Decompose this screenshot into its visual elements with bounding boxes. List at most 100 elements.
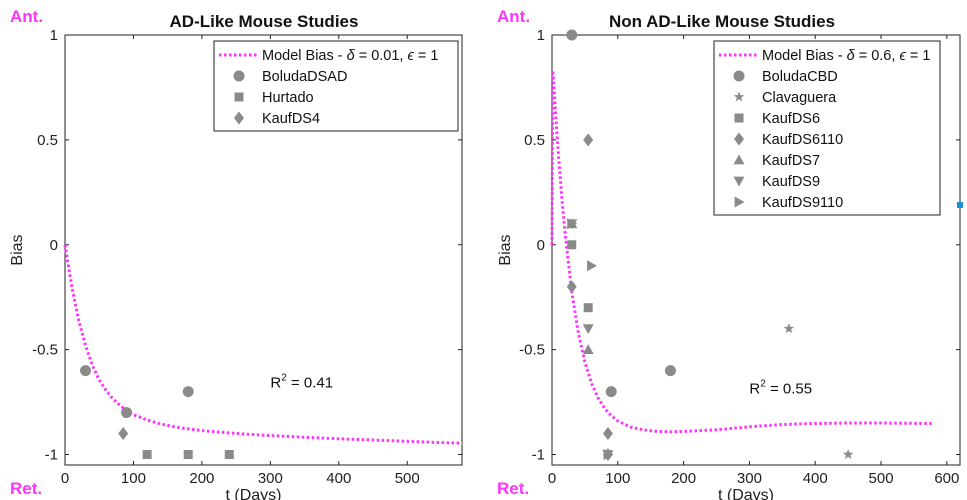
legend-label-clavaguera: Clavaguera [762, 90, 837, 106]
y-tick-label: -0.5 [519, 342, 545, 359]
legend-label-boludacbd: BoludaCBD [762, 69, 838, 85]
legend-model-label-part: = 0.01, [355, 48, 408, 64]
r-squared-value: = 0.41 [287, 374, 333, 391]
legend-marker-hurtado [234, 92, 244, 102]
y-tick-label: 1 [537, 27, 545, 44]
x-tick-label: 600 [934, 470, 959, 487]
y-tick-label: 1 [50, 27, 58, 44]
legend-model-label-part: δ [847, 48, 856, 64]
data-point-hurtado [224, 450, 234, 460]
r-squared-prefix: R [270, 374, 281, 391]
y-tick-label: 0 [537, 237, 545, 254]
chart-title: Non AD-Like Mouse Studies [609, 12, 835, 31]
legend-marker-kaufds6 [734, 113, 744, 123]
legend-marker-boludacbd [733, 70, 745, 82]
data-point-boludadsad [182, 386, 194, 398]
data-point-boludadsad [80, 365, 92, 377]
data-point-kaufds6110 [583, 133, 594, 147]
legend-model-label-part: = 1 [414, 48, 439, 64]
legend-marker-kaufds9 [733, 176, 745, 187]
legend-model-label-part: Model Bias - [262, 48, 347, 64]
data-point-hurtado [183, 450, 193, 460]
r-squared-superscript: 2 [281, 372, 287, 383]
x-tick-label: 400 [803, 470, 828, 487]
plot-frame [551, 34, 961, 466]
model-bias-line [550, 70, 934, 434]
legend-model-label: Model Bias - δ = 0.6, ϵ = 1 [762, 48, 930, 64]
data-point-kaufds9110 [567, 218, 578, 230]
x-tick-label: 200 [671, 470, 696, 487]
legend-label-kaufds6: KaufDS6 [762, 111, 820, 127]
data-point-boludacbd [605, 386, 617, 398]
legend-model-label-part: δ [347, 48, 356, 64]
x-tick-label: 200 [189, 470, 214, 487]
x-tick-label: 300 [258, 470, 283, 487]
data-point-kaufds6110 [602, 427, 613, 441]
x-tick-label: 100 [121, 470, 146, 487]
chart-title: AD-Like Mouse Studies [170, 12, 359, 31]
x-axis-label: t (Days) [226, 487, 282, 500]
legend-model-label-part: ϵ [408, 48, 415, 64]
legend-marker-clavaguera [733, 91, 745, 102]
legend-box [713, 40, 941, 216]
x-axis-label: t (Days) [718, 487, 774, 500]
data-point-kaufds6 [583, 303, 593, 313]
x-tick-label: 500 [869, 470, 894, 487]
anterograde-label: Ant. [10, 7, 43, 26]
legend-model-label-part: Model Bias - [762, 48, 847, 64]
data-point-boludadsad [121, 407, 133, 419]
legend-label-kaufds9: KaufDS9 [762, 174, 820, 190]
x-tick-label: 500 [395, 470, 420, 487]
legend: Model Bias - δ = 0.6, ϵ = 1 BoludaCBD Clav… [713, 40, 941, 216]
data-point-kaufds9 [582, 324, 594, 335]
data-point-hurtado [142, 450, 152, 460]
r-squared-annotation: R2 = 0.41 [270, 372, 333, 391]
legend-marker-kaufds7 [733, 154, 745, 165]
legend-marker-boludadsad [233, 70, 245, 82]
legend-label-kaufds6110: KaufDS6110 [762, 132, 843, 148]
legend-label-kaufds4: KaufDS4 [262, 111, 320, 127]
legend-marker-kaufds4 [234, 111, 244, 125]
r-squared-superscript: 2 [760, 379, 766, 390]
legend-marker-kaufds6110 [734, 132, 744, 146]
legend-model-label-part: = 0.6, [855, 48, 900, 64]
legend-model-label-part: = 1 [906, 48, 931, 64]
legend: Model Bias - δ = 0.01, ϵ = 1 BoludaDSAD Hu… [213, 40, 459, 132]
r-squared-prefix: R [749, 381, 760, 398]
data-point-kaufds4 [118, 427, 129, 441]
data-point-kaufds6110 [566, 280, 577, 294]
data-point-kaufds7 [582, 344, 594, 355]
r-squared-annotation: R2 = 0.55 [749, 379, 812, 398]
y-tick-label: 0.5 [37, 132, 58, 149]
y-tick-label: -1 [532, 447, 545, 464]
data-point-kaufds9110 [603, 449, 614, 461]
legend-label-kaufds7: KaufDS7 [762, 153, 820, 169]
data-point-kaufds6 [567, 240, 577, 250]
y-tick-label: 0.5 [524, 132, 545, 149]
x-tick-label: 300 [737, 470, 762, 487]
y-axis-label: Bias [497, 234, 514, 265]
y-tick-label: -1 [45, 447, 58, 464]
legend-label-boludadsad: BoludaDSAD [262, 69, 347, 85]
data-point-kaufds9110 [587, 260, 597, 272]
data-point-clavaguera [842, 449, 854, 459]
y-axis-label: Bias [9, 234, 26, 265]
x-tick-label: 0 [61, 470, 69, 487]
model-bias-line [63, 244, 463, 445]
x-tick-label: 0 [548, 470, 556, 487]
y-tick-label: -0.5 [32, 342, 58, 359]
data-point-boludacbd [566, 29, 578, 41]
legend-model-label: Model Bias - δ = 0.01, ϵ = 1 [262, 48, 439, 64]
r-squared-value: = 0.55 [766, 381, 812, 398]
retrograde-label: Ret. [10, 479, 42, 498]
anterograde-label: Ant. [497, 7, 530, 26]
stray-blue-square [957, 202, 963, 208]
x-tick-label: 100 [605, 470, 630, 487]
y-tick-label: 0 [50, 237, 58, 254]
data-point-boludacbd [664, 365, 676, 377]
legend-model-label-part: ϵ [899, 48, 906, 64]
legend-marker-kaufds9110 [734, 196, 745, 208]
